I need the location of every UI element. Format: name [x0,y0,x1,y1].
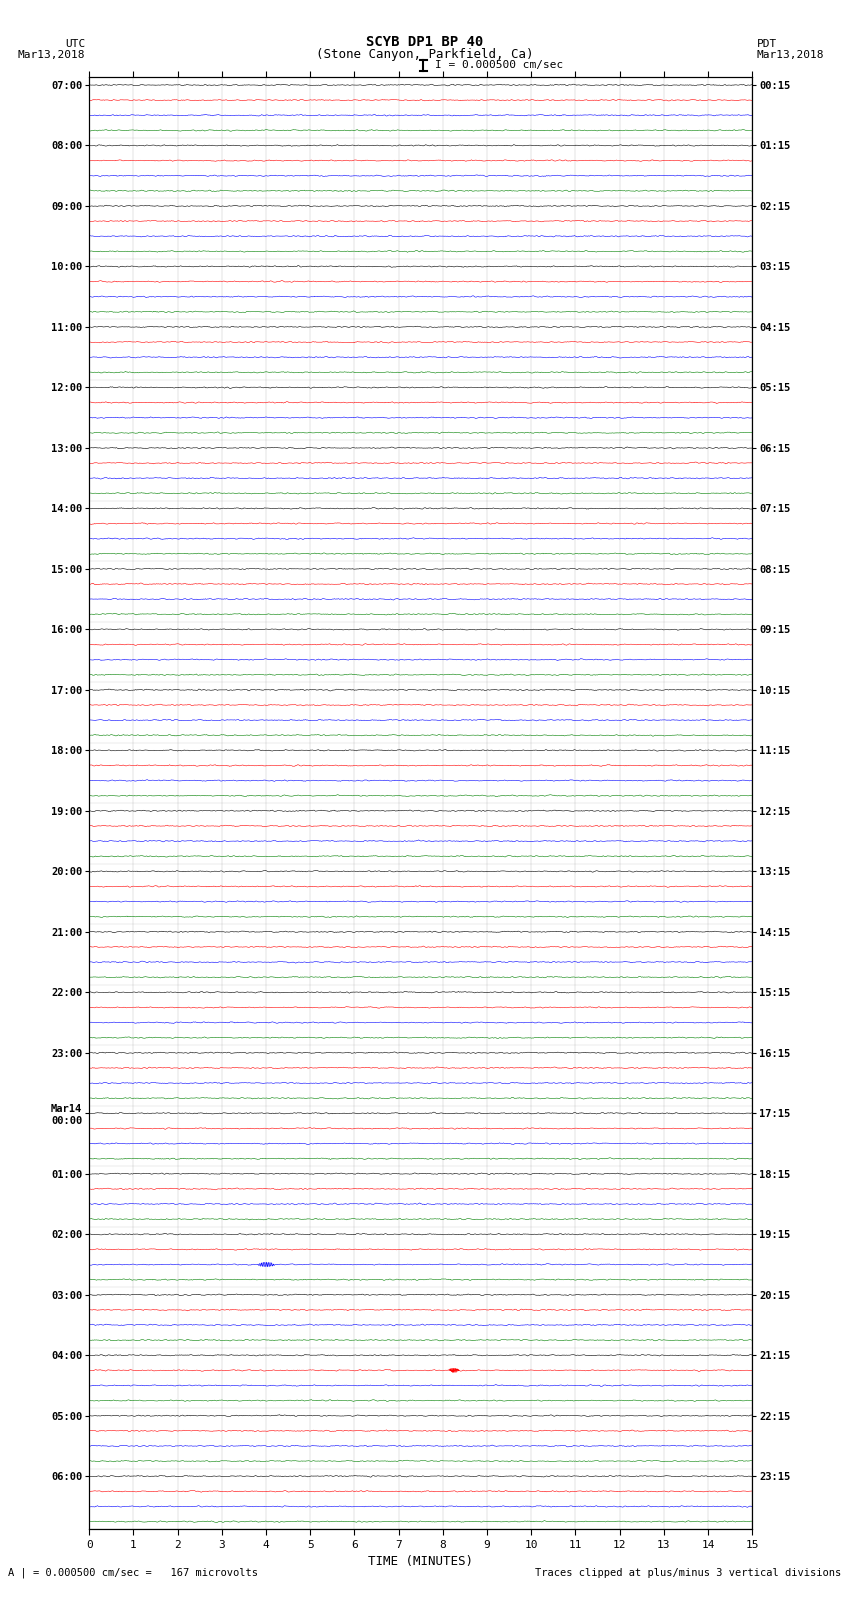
Text: (Stone Canyon, Parkfield, Ca): (Stone Canyon, Parkfield, Ca) [316,47,534,61]
X-axis label: TIME (MINUTES): TIME (MINUTES) [368,1555,473,1568]
Text: A | = 0.000500 cm/sec =   167 microvolts: A | = 0.000500 cm/sec = 167 microvolts [8,1566,258,1578]
Text: UTC: UTC [65,39,85,48]
Text: Traces clipped at plus/minus 3 vertical divisions: Traces clipped at plus/minus 3 vertical … [536,1568,842,1578]
Text: Mar13,2018: Mar13,2018 [18,50,85,60]
Text: I = 0.000500 cm/sec: I = 0.000500 cm/sec [435,60,564,69]
Text: PDT: PDT [756,39,777,48]
Text: Mar13,2018: Mar13,2018 [756,50,824,60]
Text: SCYB DP1 BP 40: SCYB DP1 BP 40 [366,35,484,48]
